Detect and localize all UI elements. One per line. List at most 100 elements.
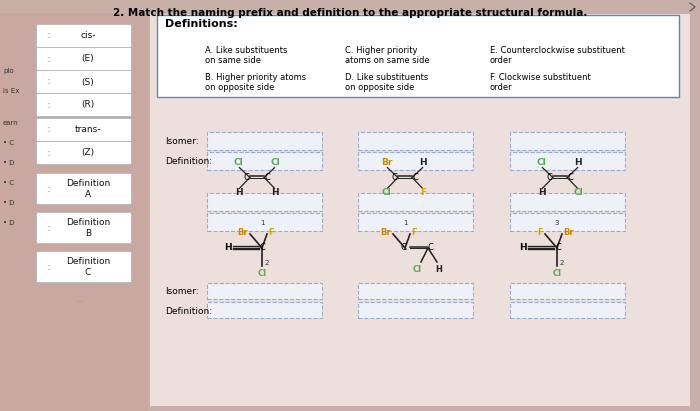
Bar [510, 193, 625, 211]
Text: Isomer:: Isomer: [165, 136, 199, 145]
Text: C. Higher priority
atoms on same side: C. Higher priority atoms on same side [345, 46, 430, 65]
Text: ::: :: [46, 32, 51, 41]
Text: Definition:: Definition: [165, 307, 212, 316]
Bar [207, 193, 322, 211]
Text: Definition
B: Definition B [66, 218, 110, 238]
Text: Br: Br [237, 228, 248, 236]
Text: C: C [244, 173, 250, 182]
Text: F: F [411, 228, 416, 236]
Text: Cl: Cl [537, 158, 547, 167]
Text: C: C [264, 173, 270, 182]
Text: H: H [519, 242, 527, 252]
Text: 3: 3 [554, 220, 559, 226]
Bar [207, 283, 322, 299]
Text: F: F [268, 228, 274, 236]
Text: (Z): (Z) [81, 148, 94, 157]
Text: Isomer:: Isomer: [165, 286, 199, 296]
Text: H: H [538, 188, 545, 197]
Text: Br: Br [381, 158, 392, 167]
Text: • C: • C [3, 180, 14, 186]
Text: plo: plo [3, 68, 13, 74]
Text: ::: :: [46, 185, 51, 194]
Text: Cl: Cl [412, 265, 421, 274]
FancyBboxPatch shape [36, 118, 132, 141]
Text: ::: :: [46, 224, 51, 233]
Text: E. Counterclockwise substituent
order: E. Counterclockwise substituent order [490, 46, 625, 65]
FancyBboxPatch shape [36, 212, 132, 243]
Text: F: F [420, 188, 426, 197]
Text: 2. Match the naming prefix and definition to the appropriate structural formula.: 2. Match the naming prefix and definitio… [113, 8, 587, 18]
Text: 2: 2 [560, 260, 564, 266]
Text: Cl: Cl [234, 158, 244, 167]
Bar [207, 152, 322, 170]
Bar [207, 213, 322, 231]
Text: H: H [435, 265, 442, 274]
Text: 1: 1 [260, 220, 265, 226]
Text: Cl: Cl [552, 269, 561, 278]
FancyBboxPatch shape [36, 173, 132, 205]
Text: H: H [575, 158, 582, 167]
Text: Cl: Cl [258, 269, 267, 278]
Bar [510, 132, 625, 150]
Text: Br: Br [380, 228, 391, 236]
Text: C: C [567, 173, 573, 182]
Bar [150, 14, 690, 406]
Text: cis-: cis- [80, 32, 96, 41]
Text: Br: Br [563, 228, 573, 236]
Text: B. Higher priority atoms
on opposite side: B. Higher priority atoms on opposite sid… [205, 73, 306, 92]
Text: H: H [225, 242, 232, 252]
Text: C: C [428, 243, 434, 252]
Bar [0, 13, 148, 411]
Text: (S): (S) [82, 78, 94, 86]
Text: C: C [547, 173, 553, 182]
Bar [358, 193, 473, 211]
Text: ::: :: [46, 125, 51, 134]
Text: ::: :: [46, 148, 51, 157]
FancyBboxPatch shape [36, 252, 132, 282]
FancyBboxPatch shape [36, 141, 132, 164]
Text: ::: :: [46, 78, 51, 86]
Bar [510, 213, 625, 231]
Text: H: H [234, 188, 242, 197]
Text: earn: earn [3, 120, 19, 126]
Bar [358, 283, 473, 299]
Text: C: C [260, 243, 266, 252]
Text: C: C [401, 243, 407, 252]
Text: ::: :: [46, 263, 51, 272]
Text: F: F [538, 228, 543, 236]
Bar [358, 152, 473, 170]
Bar [510, 152, 625, 170]
Text: H: H [419, 158, 427, 167]
Text: Cl: Cl [573, 188, 583, 197]
Bar [358, 132, 473, 150]
Bar [358, 213, 473, 231]
FancyBboxPatch shape [36, 71, 132, 93]
Text: 2: 2 [265, 260, 270, 266]
Text: C: C [412, 173, 418, 182]
Text: F. Clockwise substituent
order: F. Clockwise substituent order [490, 73, 591, 92]
Text: • D: • D [3, 220, 15, 226]
Text: ..: .. [77, 294, 83, 304]
Text: • D: • D [3, 200, 15, 206]
Bar [358, 302, 473, 318]
Text: Definition
A: Definition A [66, 179, 110, 199]
Text: Cl: Cl [270, 158, 280, 167]
Bar [207, 302, 322, 318]
Text: D. Like substituents
on opposite side: D. Like substituents on opposite side [345, 73, 428, 92]
Bar [207, 132, 322, 150]
FancyBboxPatch shape [157, 15, 679, 97]
Text: • C: • C [3, 140, 14, 146]
Text: Definition:: Definition: [165, 157, 212, 166]
Text: Definition
C: Definition C [66, 257, 110, 277]
FancyBboxPatch shape [36, 25, 132, 48]
Text: C: C [555, 243, 561, 252]
Text: C: C [392, 173, 398, 182]
Text: Cl: Cl [382, 188, 391, 197]
Bar [510, 302, 625, 318]
Text: A. Like substituents
on same side: A. Like substituents on same side [205, 46, 288, 65]
Text: 1: 1 [402, 220, 407, 226]
Text: is Ex: is Ex [3, 88, 20, 94]
FancyBboxPatch shape [36, 48, 132, 71]
Bar [510, 283, 625, 299]
Text: Definitions:: Definitions: [165, 19, 238, 29]
